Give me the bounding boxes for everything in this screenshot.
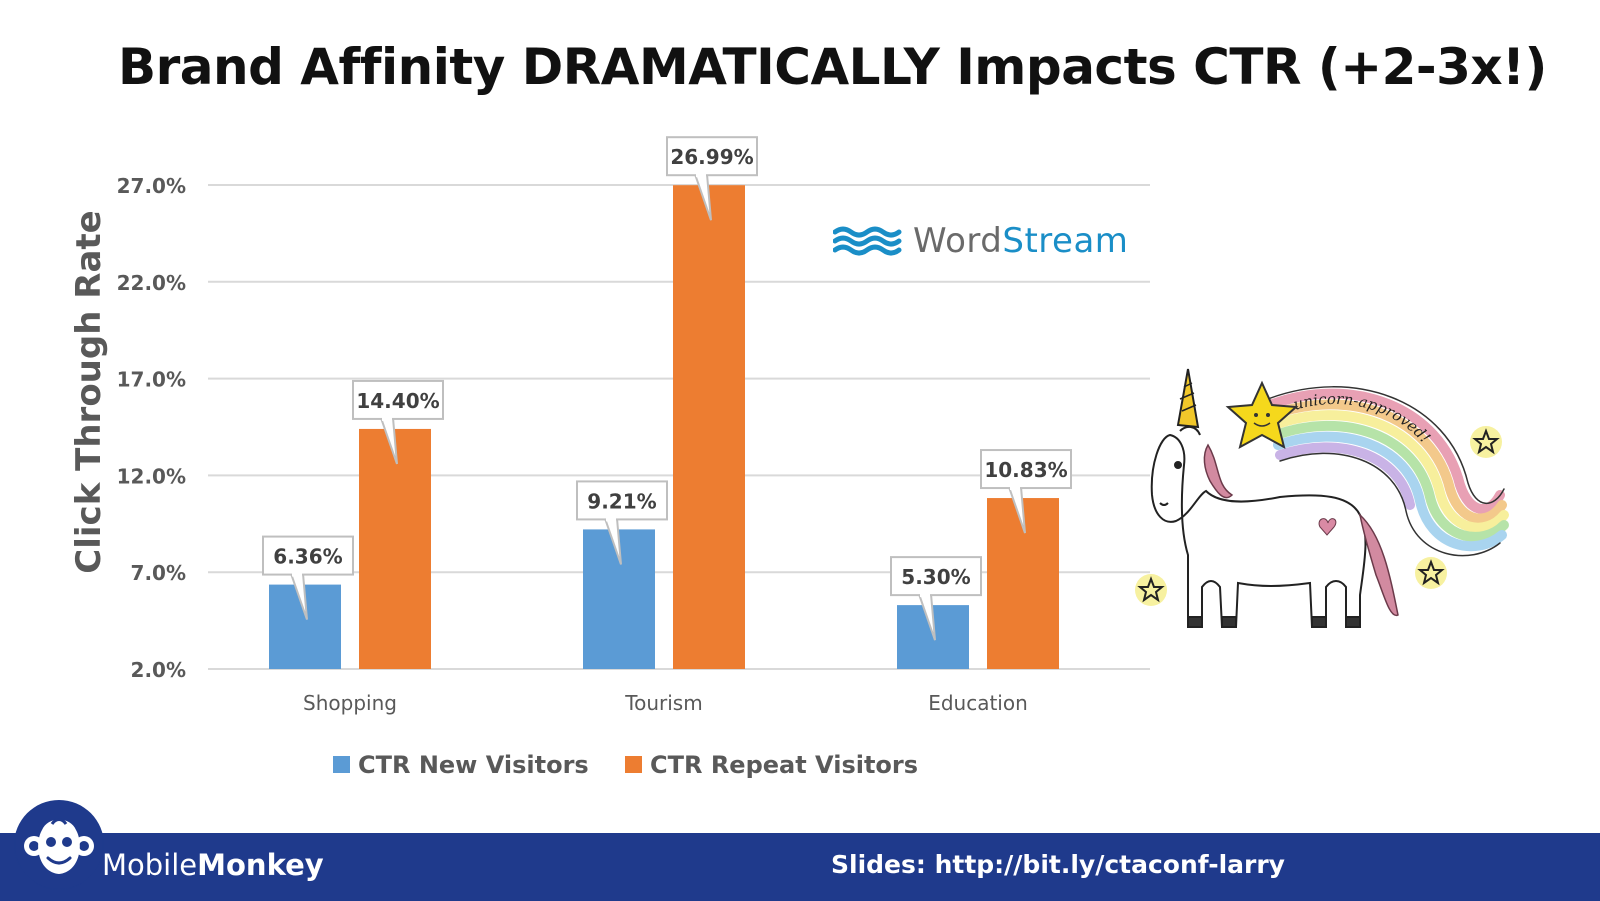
rainbow-icon xyxy=(1265,386,1509,557)
mobilemonkey-logo-icon xyxy=(14,800,104,890)
chart-legend: CTR New Visitors CTR Repeat Visitors xyxy=(333,751,918,779)
callout-joint xyxy=(696,172,706,178)
y-tick-label: 27.0% xyxy=(117,174,186,198)
footer-bar xyxy=(0,833,1600,901)
chart-bars xyxy=(269,185,1059,669)
bar-repeat-tourism xyxy=(673,185,745,669)
callout-joint xyxy=(382,415,392,421)
wordstream-stream: Stream xyxy=(1002,221,1129,261)
wordstream-wordmark: WordStream xyxy=(913,221,1128,261)
data-label: 14.40% xyxy=(356,389,439,413)
data-label-callout: 10.83% xyxy=(980,449,1072,534)
y-axis-title: Click Through Rate xyxy=(69,210,109,573)
wordstream-word: Word xyxy=(913,221,1003,261)
data-label: 26.99% xyxy=(670,145,753,169)
callout-joint xyxy=(292,571,302,577)
data-label: 6.36% xyxy=(273,545,342,569)
callout-box xyxy=(980,449,1072,490)
y-tick-label: 22.0% xyxy=(117,271,186,295)
data-label-callout: 9.21% xyxy=(576,480,668,565)
mobilemonkey-wordmark: MobileMonkey xyxy=(102,848,324,882)
x-category-label: Education xyxy=(928,691,1028,715)
legend-swatch xyxy=(333,756,350,773)
y-tick-label: 2.0% xyxy=(131,658,186,682)
callout-box xyxy=(576,480,668,521)
sparkle-star-icons xyxy=(1135,426,1502,606)
callout-joint xyxy=(1010,485,1020,491)
data-label-callout: 26.99% xyxy=(666,136,758,221)
smiling-star-icon xyxy=(1225,380,1299,449)
unicorn-illustration: unicorn-approved! xyxy=(1135,368,1509,628)
data-label-callout: 6.36% xyxy=(262,535,354,620)
y-axis-ticks: 2.0% 7.0% 12.0% 17.0% 22.0% 27.0% xyxy=(117,174,186,682)
data-label: 10.83% xyxy=(984,458,1067,482)
y-tick-label: 12.0% xyxy=(117,464,186,488)
callout-box xyxy=(352,379,444,420)
wordstream-logo: WordStream xyxy=(833,221,1128,261)
data-label-callout: 14.40% xyxy=(352,379,444,465)
bar-repeat-shopping xyxy=(359,428,431,669)
x-category-label: Tourism xyxy=(624,691,702,715)
data-label: 5.30% xyxy=(901,565,970,589)
data-label-callouts: 6.36% 14.40% 9.21% 26.99% 5.30% 10.83% xyxy=(262,136,1072,641)
slides-link[interactable]: Slides: http://bit.ly/ctaconf-larry xyxy=(831,850,1285,879)
x-category-label: Shopping xyxy=(303,691,397,715)
callout-box xyxy=(262,535,354,576)
legend-swatch xyxy=(625,756,642,773)
y-tick-label: 17.0% xyxy=(117,368,186,392)
callout-joint xyxy=(606,516,616,522)
brand-light: Mobile xyxy=(102,848,198,882)
callout-box xyxy=(666,136,758,177)
callout-joint xyxy=(920,592,930,598)
legend-label: CTR New Visitors xyxy=(358,751,589,779)
wordstream-waves-icon xyxy=(833,226,902,256)
data-label-callout: 5.30% xyxy=(890,556,982,641)
data-label: 9.21% xyxy=(587,489,656,513)
x-axis-categories: Shopping Tourism Education xyxy=(303,691,1028,715)
unicorn-mane-icon xyxy=(1203,443,1399,616)
unicorn-icon xyxy=(1150,368,1367,628)
heart-icon xyxy=(1318,518,1337,536)
callout-box xyxy=(890,556,982,597)
legend-label: CTR Repeat Visitors xyxy=(650,751,918,779)
slide-title: Brand Affinity DRAMATICALLY Impacts CTR … xyxy=(118,38,1547,96)
y-tick-label: 7.0% xyxy=(131,561,186,585)
brand-bold: Monkey xyxy=(197,848,324,882)
